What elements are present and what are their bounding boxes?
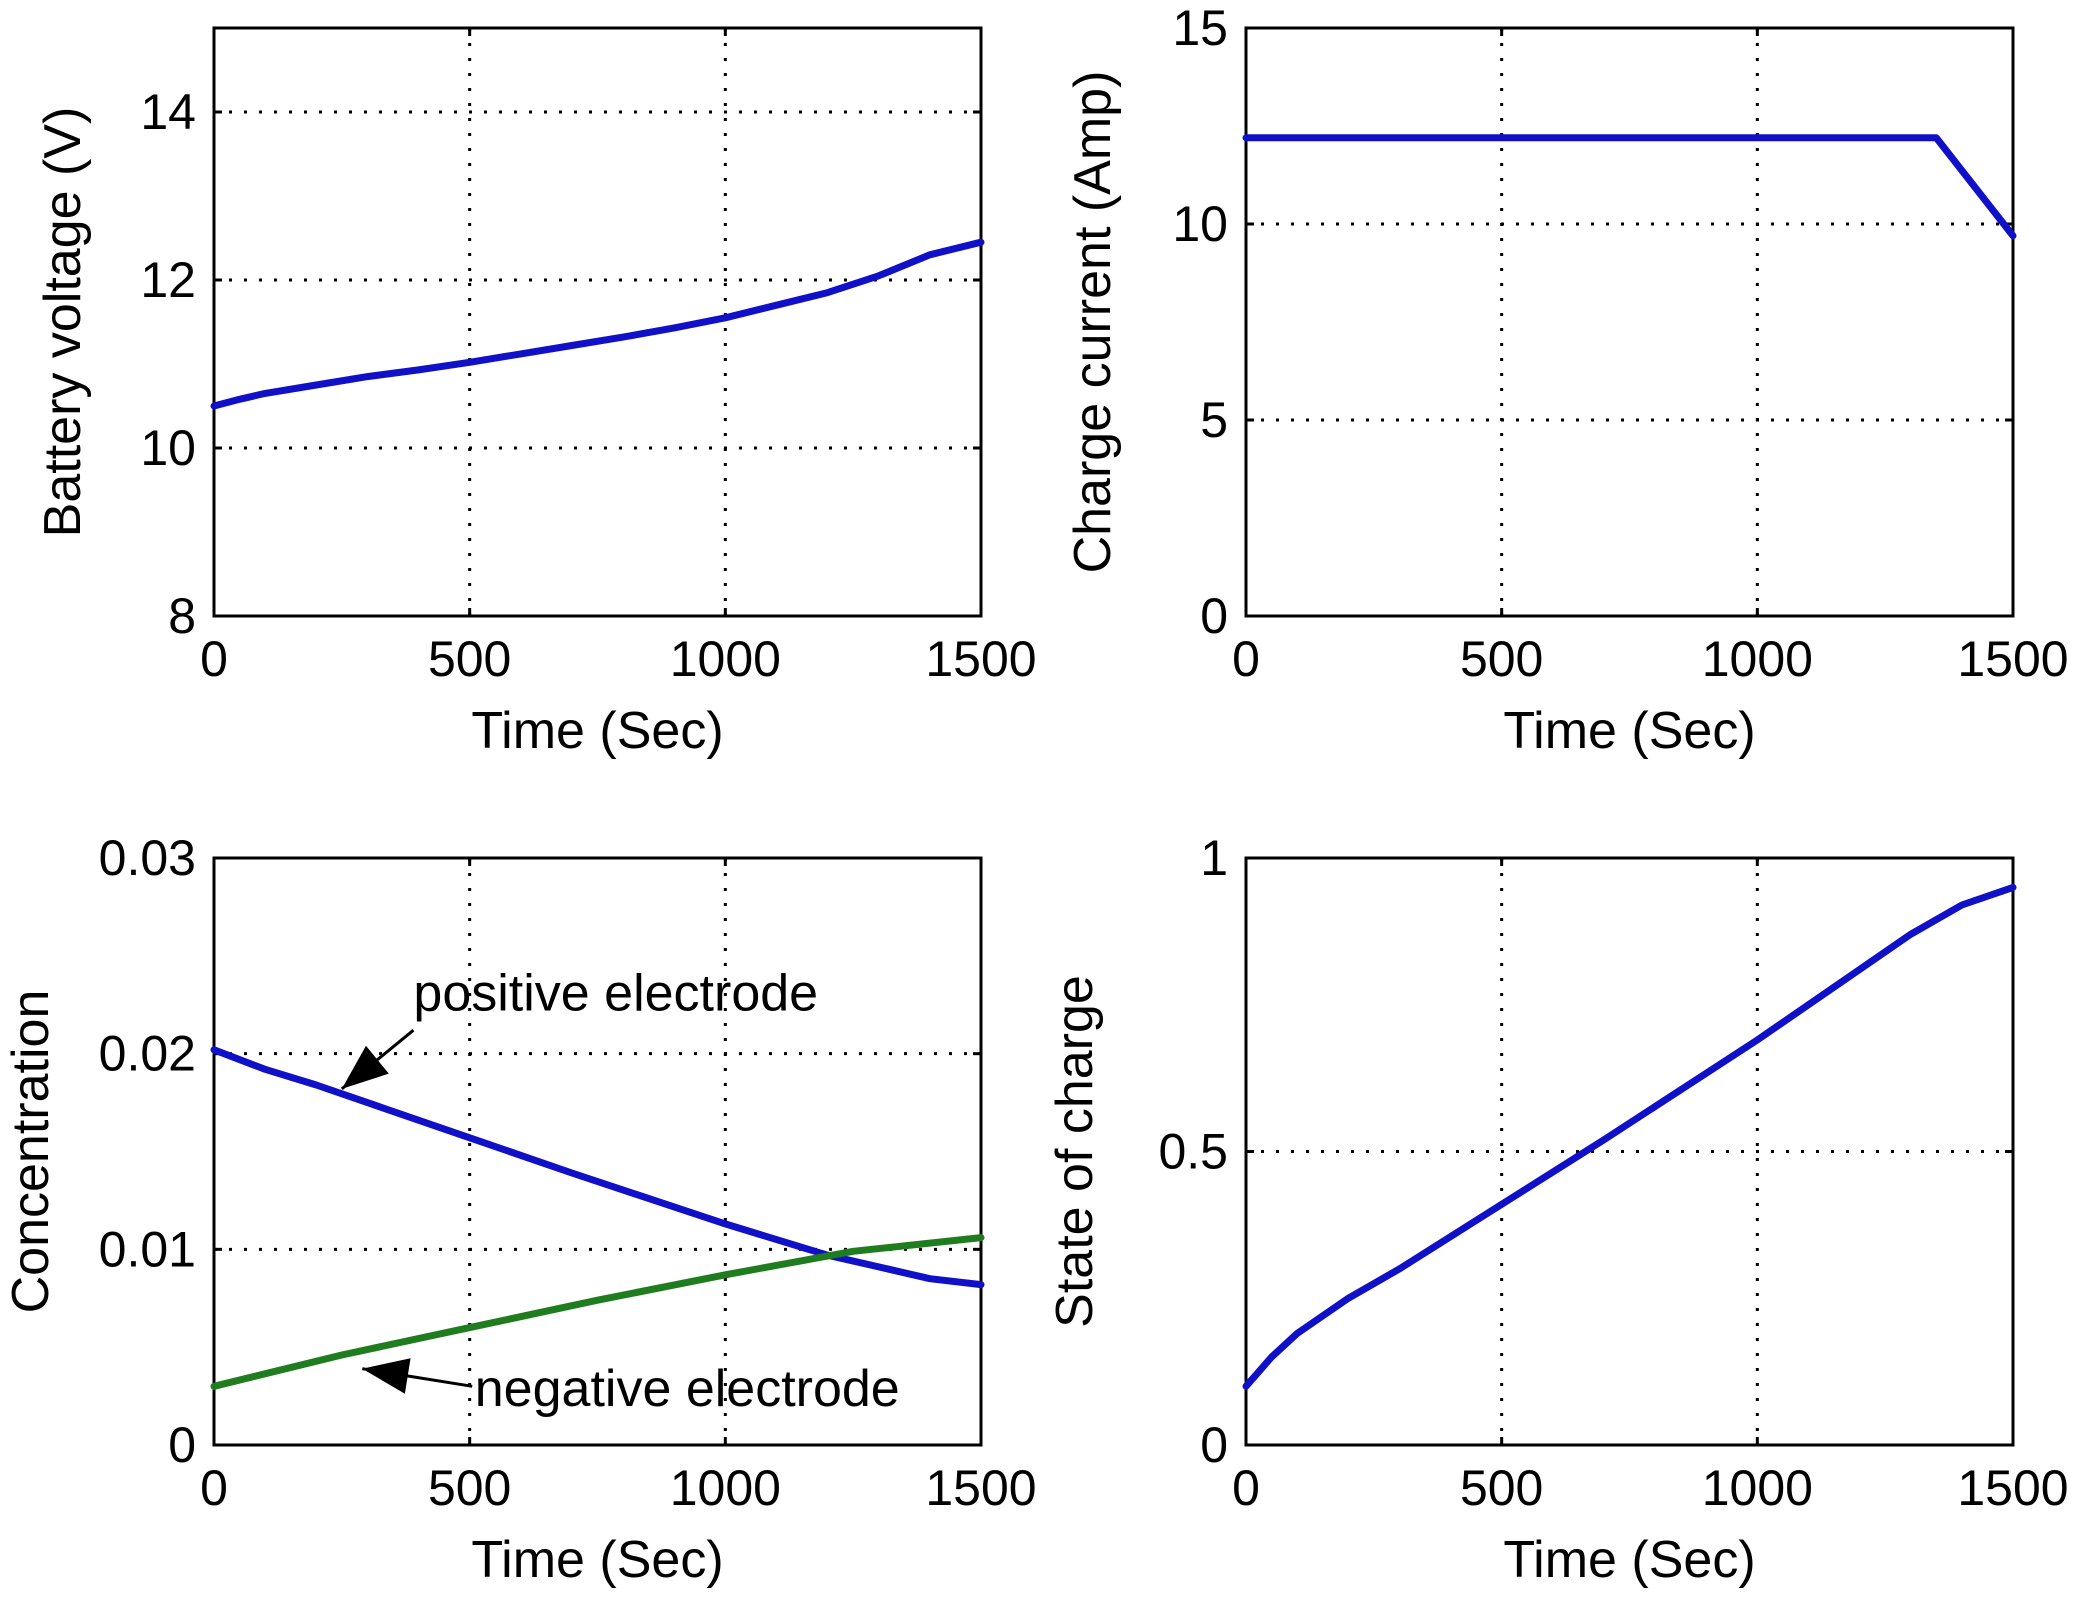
y-tick-label: 0.5 — [1158, 1124, 1228, 1180]
x-tick-label: 500 — [428, 631, 511, 687]
x-tick-label: 1500 — [1957, 1460, 2068, 1516]
x-tick-label: 1000 — [1702, 631, 1813, 687]
y-tick-label: 10 — [140, 420, 196, 476]
x-tick-label: 0 — [200, 631, 228, 687]
x-tick-label: 1000 — [670, 631, 781, 687]
y-tick-label: 0 — [1200, 1417, 1228, 1473]
x-axis-label: Time (Sec) — [1503, 1531, 1755, 1589]
series-line-positive-electrode — [210, 1046, 985, 1289]
x-tick-label: 1000 — [670, 1460, 781, 1516]
x-tick-label: 0 — [200, 1460, 228, 1516]
axis-ticks: 0 500 1000 1500 8 10 12 14 — [140, 28, 1037, 687]
x-tick-label: 1000 — [1702, 1460, 1813, 1516]
panel-state-of-charge: 0 500 1000 1500 0 0.5 1 Time (Sec) State of ch… — [1046, 830, 2069, 1589]
x-tick-label: 1500 — [925, 631, 1036, 687]
series-layer — [210, 1046, 985, 1390]
x-tick-label: 1500 — [1957, 631, 2068, 687]
y-tick-label: 12 — [140, 252, 196, 308]
y-tick-label: 8 — [168, 588, 196, 644]
axis-ticks: 0 500 1000 1500 0 0.5 1 — [1158, 830, 2068, 1516]
series-line-charge-current — [1242, 134, 2017, 240]
x-tick-label: 500 — [1460, 631, 1543, 687]
x-tick-label: 500 — [1460, 1460, 1543, 1516]
series-layer — [210, 238, 985, 410]
x-tick-label: 500 — [428, 1460, 511, 1516]
series-layer — [1242, 134, 2017, 240]
y-tick-label: 5 — [1200, 392, 1228, 448]
y-tick-label: 0 — [1200, 588, 1228, 644]
y-tick-label: 1 — [1200, 830, 1228, 886]
y-tick-label: 15 — [1172, 0, 1228, 56]
annotation-arrow-head — [341, 1045, 389, 1089]
y-axis-label: Concentration — [2, 990, 60, 1314]
y-axis-label: Battery voltage (V) — [34, 107, 92, 538]
x-tick-label: 1500 — [925, 1460, 1036, 1516]
x-axis-label: Time (Sec) — [471, 1531, 723, 1589]
annotation-label: negative electrode — [475, 1360, 900, 1418]
panel-charge-current: 0 500 1000 1500 0 5 10 15 Time (Sec) Charge cur… — [1064, 0, 2069, 760]
y-axis-label: Charge current (Amp) — [1064, 71, 1122, 574]
x-axis-label: Time (Sec) — [471, 702, 723, 760]
annotation-label: positive electrode — [413, 965, 818, 1023]
y-axis-label: State of charge — [1046, 975, 1104, 1328]
x-axis-label: Time (Sec) — [1503, 702, 1755, 760]
series-line-battery-voltage — [210, 238, 985, 410]
x-tick-label: 0 — [1232, 631, 1260, 687]
axis-ticks: 0 500 1000 1500 0 5 10 15 — [1172, 0, 2068, 687]
y-tick-label: 10 — [1172, 196, 1228, 252]
y-tick-label: 0 — [168, 1417, 196, 1473]
annotations: positive electrode negative electrode — [340, 965, 900, 1418]
series-line-state-of-charge — [1242, 883, 2017, 1390]
series-layer — [1242, 883, 2017, 1390]
plot-area-frame — [1244, 26, 2015, 618]
plot-area-frame — [212, 856, 983, 1447]
y-tick-label: 0.03 — [99, 830, 196, 886]
series-line-negative-electrode — [210, 1234, 985, 1390]
annotation-arrow-head — [362, 1358, 411, 1394]
axis-ticks: 0 500 1000 1500 0 0.01 0.02 0.03 — [99, 830, 1037, 1516]
panel-battery-voltage: 0 500 1000 1500 8 10 12 14 Time (Sec) Battery v… — [34, 26, 1037, 760]
x-tick-label: 0 — [1232, 1460, 1260, 1516]
y-tick-label: 14 — [140, 84, 196, 140]
y-tick-label: 0.02 — [99, 1026, 196, 1082]
y-tick-label: 0.01 — [99, 1221, 196, 1277]
panel-concentration: 0 500 1000 1500 0 0.01 0.02 0.03 positive elect… — [2, 830, 1037, 1589]
plot-area-frame — [212, 26, 983, 618]
